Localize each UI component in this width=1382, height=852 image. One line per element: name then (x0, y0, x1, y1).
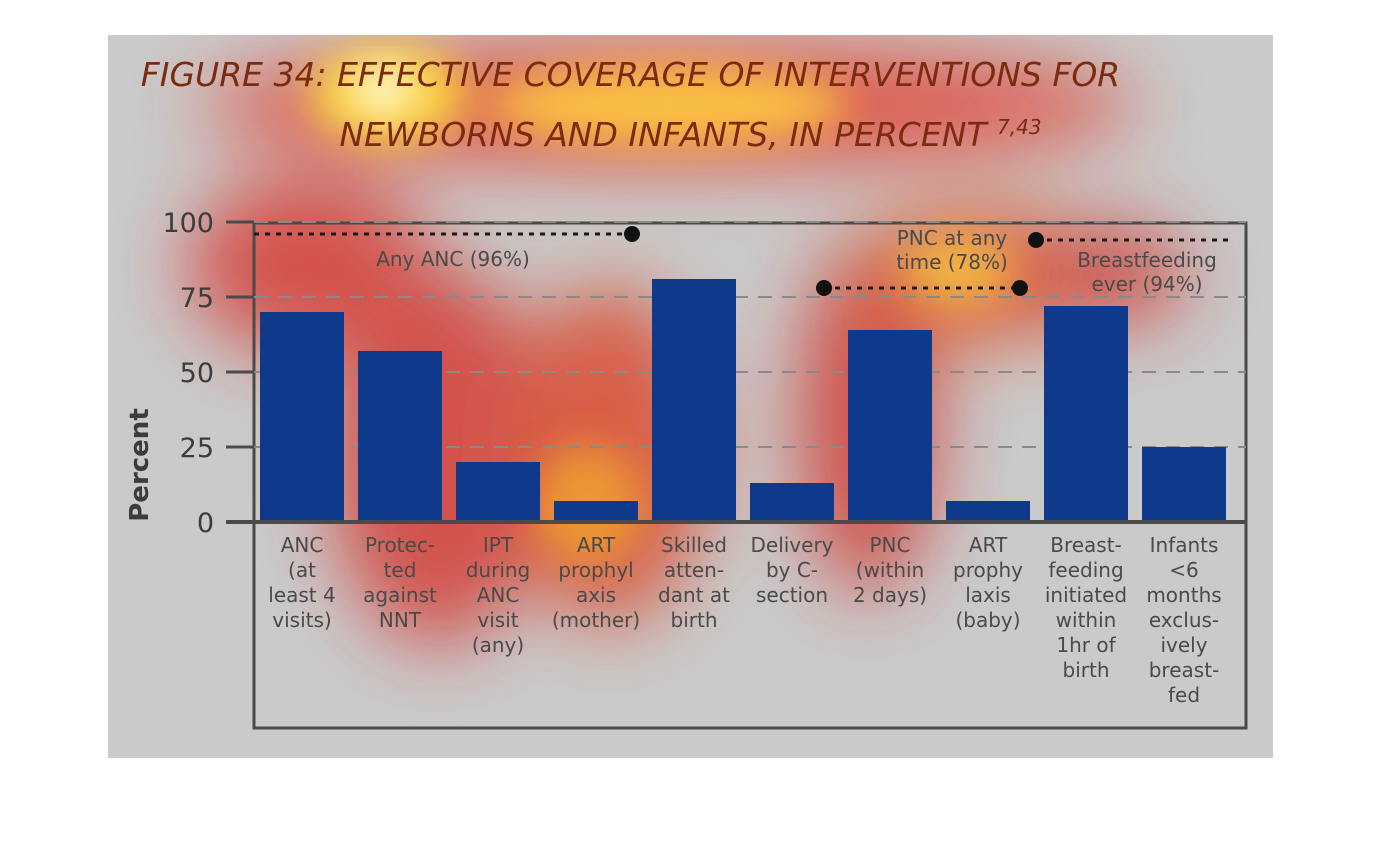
category-label-line: birth (671, 608, 718, 632)
category-label-line: exclus- (1149, 608, 1219, 632)
category-label: Delivery by C-section (750, 533, 833, 607)
bar (848, 330, 932, 522)
category-label-line: ANC (477, 583, 520, 607)
category-label-line: against (363, 583, 437, 607)
reference-dot (1028, 232, 1044, 248)
category-label-line: dant at (658, 583, 730, 607)
category-label-line: months (1146, 583, 1221, 607)
category-label-line: visit (477, 608, 518, 632)
category-label-line: ANC (281, 533, 324, 557)
category-label: Skilled atten-dant at birth (658, 533, 730, 632)
category-label-line: (at (288, 558, 316, 582)
reference-label-line: PNC at any (897, 226, 1008, 250)
y-tick-label: 75 (180, 283, 214, 314)
category-label: Protec-ted against NNT (363, 533, 437, 632)
category-label-line: ART (577, 533, 616, 557)
y-tick-label: 0 (197, 508, 214, 539)
bar (456, 462, 540, 522)
category-label-line: feeding (1048, 558, 1123, 582)
bars (260, 279, 1226, 522)
reference-label-line: Any ANC (96%) (376, 247, 530, 271)
category-label: ART prophy laxis (baby) (953, 533, 1023, 632)
category-label-line: axis (576, 583, 616, 607)
category-label-line: fed (1168, 683, 1200, 707)
category-label-line: PNC (870, 533, 911, 557)
bar (358, 351, 442, 522)
bar (554, 501, 638, 522)
reference-label-line: time (78%) (896, 250, 1008, 274)
reference-label: PNC at any time (78%) (896, 226, 1008, 274)
title-superscript: 7,43 (997, 115, 1042, 139)
bar (260, 312, 344, 522)
category-label-line: IPT (483, 533, 514, 557)
reference-dot (624, 226, 640, 242)
y-tick-label: 25 (180, 433, 214, 464)
bar (1142, 447, 1226, 522)
category-label-line: Skilled (661, 533, 727, 557)
bar (946, 501, 1030, 522)
category-label: PNC (within 2 days) (853, 533, 927, 607)
bar (1044, 306, 1128, 522)
category-label-line: ted (384, 558, 417, 582)
category-label-line: 2 days) (853, 583, 927, 607)
reference-label-line: Breastfeeding (1077, 248, 1217, 272)
y-tick-label: 100 (162, 208, 214, 239)
y-axis: 0 25 50 75 100 (162, 208, 254, 539)
category-label-line: (within (856, 558, 924, 582)
category-label-line: NNT (379, 608, 422, 632)
plot-area (252, 221, 1248, 730)
category-label-line: Infants (1150, 533, 1219, 557)
category-label-line: (any) (472, 633, 524, 657)
category-label: ANC (at least 4 visits) (268, 533, 335, 632)
category-label-line: initiated (1045, 583, 1127, 607)
category-label: Infants <6 months exclus-ively breast-fed (1146, 533, 1221, 707)
title-line-2: NEWBORNS AND INFANTS, IN PERCENT 7,43 (108, 101, 1273, 161)
category-label-line: ively (1160, 633, 1207, 657)
category-label: IPT during ANC visit (any) (466, 533, 531, 657)
bar (750, 483, 834, 522)
reference-label: Breastfeeding ever (94%) (1077, 248, 1217, 296)
category-label-line: prophy (953, 558, 1023, 582)
title-line-2-text: NEWBORNS AND INFANTS, IN PERCENT (339, 115, 987, 154)
category-label-line: by C- (766, 558, 818, 582)
figure-panel: FIGURE 34: EFFECTIVE COVERAGE OF INTERVE… (108, 35, 1273, 758)
reference-dot (816, 280, 832, 296)
category-label-line: Protec- (365, 533, 435, 557)
figure-title: FIGURE 34: EFFECTIVE COVERAGE OF INTERVE… (108, 49, 1273, 161)
category-label-line: breast- (1149, 658, 1220, 682)
category-label-line: section (756, 583, 828, 607)
bar (652, 279, 736, 522)
category-label-line: least 4 (268, 583, 335, 607)
category-label-line: prophyl (558, 558, 633, 582)
reference-label: Any ANC (96%) (376, 247, 530, 271)
category-label-line: 1hr of (1056, 633, 1116, 657)
category-label-line: visits) (272, 608, 331, 632)
category-label-line: within (1056, 608, 1117, 632)
category-labels: ANC (at least 4 visits)Protec-ted against NNT… (268, 533, 1221, 707)
category-label: ART prophyl axis (mother) (552, 533, 640, 632)
category-label-line: <6 (1169, 558, 1198, 582)
category-label-line: Breast- (1050, 533, 1122, 557)
reference-lines: Any ANC (96%) PNC at any time (78%) Breastf… (254, 226, 1230, 296)
category-label-line: (baby) (955, 608, 1020, 632)
category-label-line: ART (969, 533, 1008, 557)
category-label-line: during (466, 558, 531, 582)
title-line-1: FIGURE 34: EFFECTIVE COVERAGE OF INTERVE… (140, 55, 1121, 94)
category-label-line: birth (1063, 658, 1110, 682)
category-label-line: (mother) (552, 608, 640, 632)
y-axis-label: Percent (125, 408, 155, 522)
y-tick-label: 50 (180, 358, 214, 389)
category-label-line: Delivery (750, 533, 833, 557)
reference-dot (1012, 280, 1028, 296)
reference-label-line: ever (94%) (1091, 272, 1202, 296)
category-label-line: laxis (965, 583, 1011, 607)
category-label-line: atten- (664, 558, 724, 582)
category-label: Breast-feeding initiated within 1hr of birth (1045, 533, 1127, 682)
